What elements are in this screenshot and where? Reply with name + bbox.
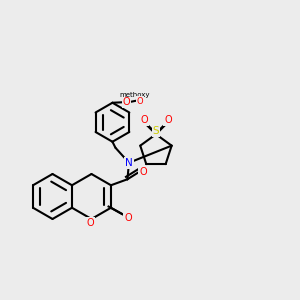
Text: methoxy: methoxy <box>120 92 150 98</box>
Text: O: O <box>140 116 148 125</box>
Text: O: O <box>123 97 130 107</box>
Text: O: O <box>86 218 94 228</box>
Text: N: N <box>125 158 133 168</box>
Text: O: O <box>137 97 143 106</box>
Text: O: O <box>124 213 132 223</box>
Text: O: O <box>139 167 147 177</box>
Text: S: S <box>153 126 159 136</box>
Text: O: O <box>164 116 172 125</box>
